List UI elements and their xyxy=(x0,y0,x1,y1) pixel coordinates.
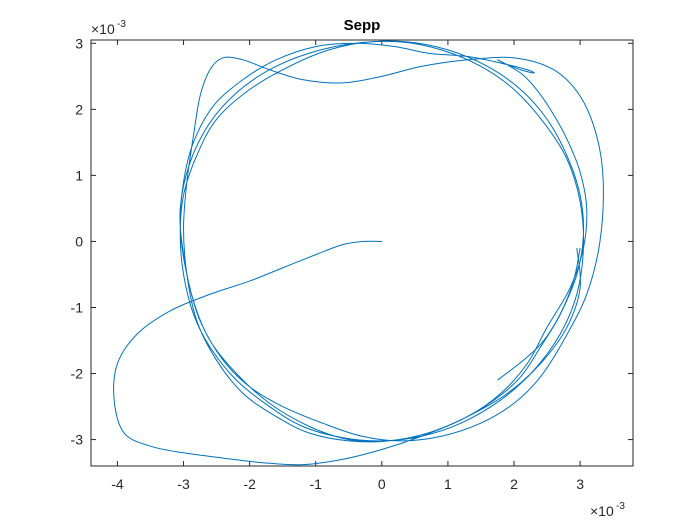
plot-area xyxy=(90,39,634,467)
series-lines xyxy=(113,40,604,466)
x-tick-label: 2 xyxy=(510,476,518,492)
x-exponent-label: ×10 -3 xyxy=(590,501,625,519)
y-tick-label: 0 xyxy=(75,233,83,249)
axis-ticks xyxy=(91,40,633,466)
x-tick-label: -2 xyxy=(243,476,256,492)
series-line-segment xyxy=(497,247,581,381)
x-tick-label: -3 xyxy=(177,476,190,492)
x-tick-label: 3 xyxy=(576,476,584,492)
tick-labels: -4 -3 -2 -1 0 1 2 3 -3 -2 -1 0 1 2 3 xyxy=(71,35,585,492)
y-tick-label: -1 xyxy=(71,299,84,315)
chart-title: Sepp xyxy=(344,17,381,34)
y-tick-label: 1 xyxy=(75,167,83,183)
y-exponent-label: ×10 -3 xyxy=(91,19,126,37)
x-exponent-power: -3 xyxy=(616,501,625,512)
x-tick-label: 0 xyxy=(378,476,386,492)
y-tick-label: 2 xyxy=(75,101,83,117)
x-tick-label: 1 xyxy=(444,476,452,492)
y-exponent-power: -3 xyxy=(117,19,126,30)
y-tick-label: -3 xyxy=(71,432,84,448)
y-tick-label: -2 xyxy=(71,366,84,382)
x-tick-label: -1 xyxy=(310,476,323,492)
x-exponent-base: ×10 xyxy=(590,503,614,519)
y-exponent-base: ×10 xyxy=(91,21,115,37)
series-line xyxy=(113,40,604,466)
x-tick-label: -4 xyxy=(111,476,124,492)
y-tick-label: 3 xyxy=(75,35,83,51)
